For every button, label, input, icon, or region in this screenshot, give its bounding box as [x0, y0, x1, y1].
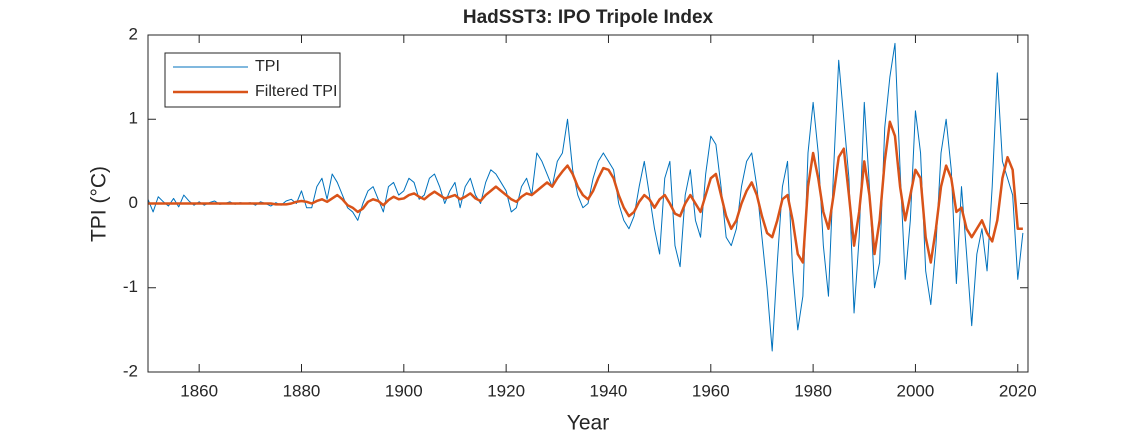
x-axis-label: Year [567, 412, 609, 435]
y-tick-label: 2 [129, 24, 138, 43]
x-tick-label: 2020 [999, 381, 1037, 400]
chart-title: HadSST3: IPO Tripole Index [463, 7, 714, 28]
x-tick-label: 1880 [283, 381, 321, 400]
x-tick-label: 2000 [897, 381, 935, 400]
y-tick-label: -2 [123, 361, 138, 380]
legend: TPI Filtered TPI [164, 52, 341, 108]
x-tick-label: 1960 [692, 381, 730, 400]
x-tick-label: 1980 [794, 381, 832, 400]
y-tick-label: 1 [129, 109, 138, 128]
y-tick-label: -1 [123, 277, 138, 296]
y-tick-label: 0 [129, 193, 138, 212]
x-tick-label: 1940 [590, 381, 628, 400]
legend-label: TPI [255, 58, 280, 75]
legend-box [164, 52, 341, 108]
y-axis-label: TPI (°C) [88, 166, 111, 242]
x-tick-label: 1900 [385, 381, 423, 400]
legend-label: Filtered TPI [255, 83, 337, 100]
series-line [148, 120, 1023, 264]
x-tick-label: 1860 [180, 381, 218, 400]
axes-box [147, 34, 1029, 373]
x-tick-label: 1920 [487, 381, 525, 400]
